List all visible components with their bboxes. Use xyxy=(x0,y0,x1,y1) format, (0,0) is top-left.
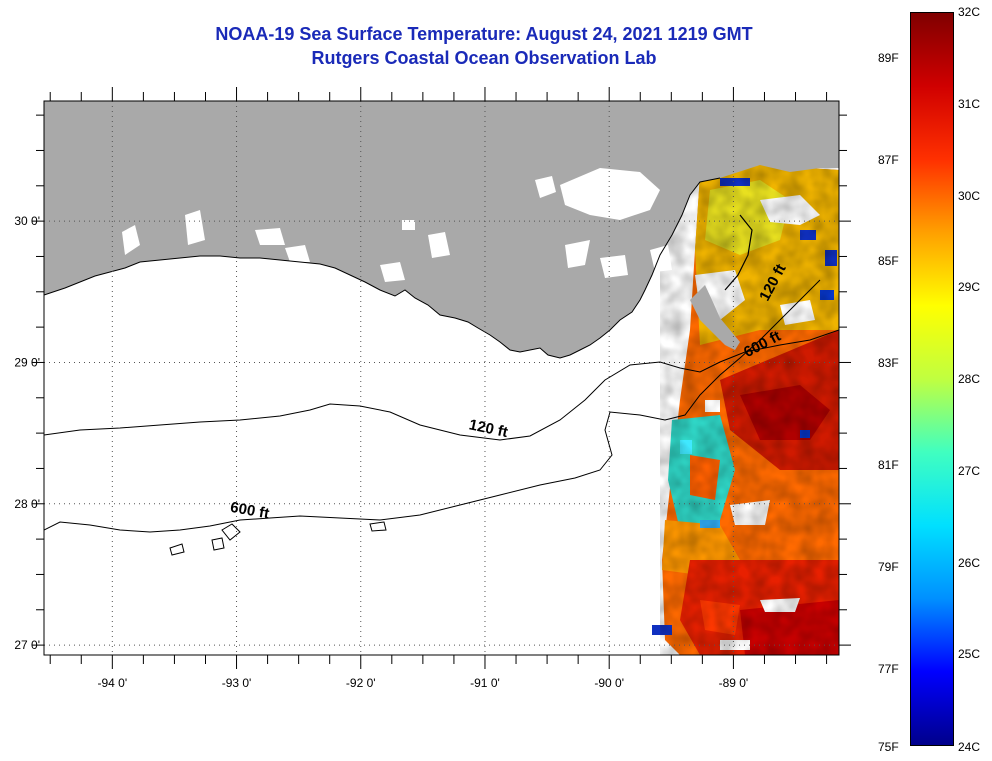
colorbar-celsius-label: 24C xyxy=(958,740,981,754)
colorbar-celsius-label: 28C xyxy=(958,372,981,386)
colorbar-celsius-label: 27C xyxy=(958,463,981,478)
lon-tick-label: -91 0' xyxy=(470,676,500,690)
contour-120ft-line xyxy=(44,329,839,441)
contour-islands xyxy=(169,521,387,556)
colorbar-celsius-label: 26C xyxy=(958,555,981,570)
colorbar-fahrenheit-label: 89F xyxy=(878,50,899,65)
lon-tick-label: -90 0' xyxy=(594,676,624,690)
lon-tick-label: -89 0' xyxy=(719,676,749,690)
colorbar-celsius-label: 25C xyxy=(958,647,981,662)
inland-water xyxy=(122,168,672,282)
axis-ticks xyxy=(32,87,851,669)
temperature-colorbar xyxy=(910,12,954,746)
coastline xyxy=(44,177,721,359)
colorbar-celsius-label: 32C xyxy=(958,5,981,19)
lon-tick-label: -93 0' xyxy=(222,676,252,690)
sst-data-layer xyxy=(652,160,839,655)
map-frame xyxy=(43,100,840,656)
colorbar-fahrenheit-label: 81F xyxy=(878,458,899,473)
map-subtitle: Rutgers Coastal Ocean Observation Lab xyxy=(311,48,657,68)
axis-labels: -94 0' -93 0' -92 0' -91 0' -90 0' -89 0' 30 0… xyxy=(14,214,748,690)
mississippi-delta xyxy=(690,285,740,350)
bay-contour xyxy=(724,214,753,291)
lon-tick-label: -92 0' xyxy=(346,676,376,690)
colorbar-fahrenheit-label: 87F xyxy=(878,152,899,167)
contour-600ft-line xyxy=(44,279,821,533)
colorbar-fahrenheit-label: 77F xyxy=(878,662,899,677)
colorbar-fahrenheit-label: 75F xyxy=(878,740,899,754)
lat-tick-label: 29 0' xyxy=(14,355,40,369)
lon-tick-label: -94 0' xyxy=(97,676,127,690)
land-mass xyxy=(44,101,839,358)
colorbar-fahrenheit-label: 85F xyxy=(878,254,899,269)
map-title: NOAA-19 Sea Surface Temperature: August … xyxy=(215,24,753,44)
colorbar-fahrenheit-label: 83F xyxy=(878,356,899,371)
colorbar-celsius-label: 29C xyxy=(958,280,981,295)
contour-label: 600 ft xyxy=(229,499,271,523)
colorbar-fahrenheit-label: 79F xyxy=(878,560,899,575)
colorbar-celsius-label: 31C xyxy=(958,96,981,111)
lat-tick-label: 28 0' xyxy=(14,497,40,511)
lat-tick-label: 27 0' xyxy=(14,638,40,652)
colorbar-celsius-label: 30C xyxy=(958,188,981,203)
lat-tick-label: 30 0' xyxy=(14,214,40,228)
